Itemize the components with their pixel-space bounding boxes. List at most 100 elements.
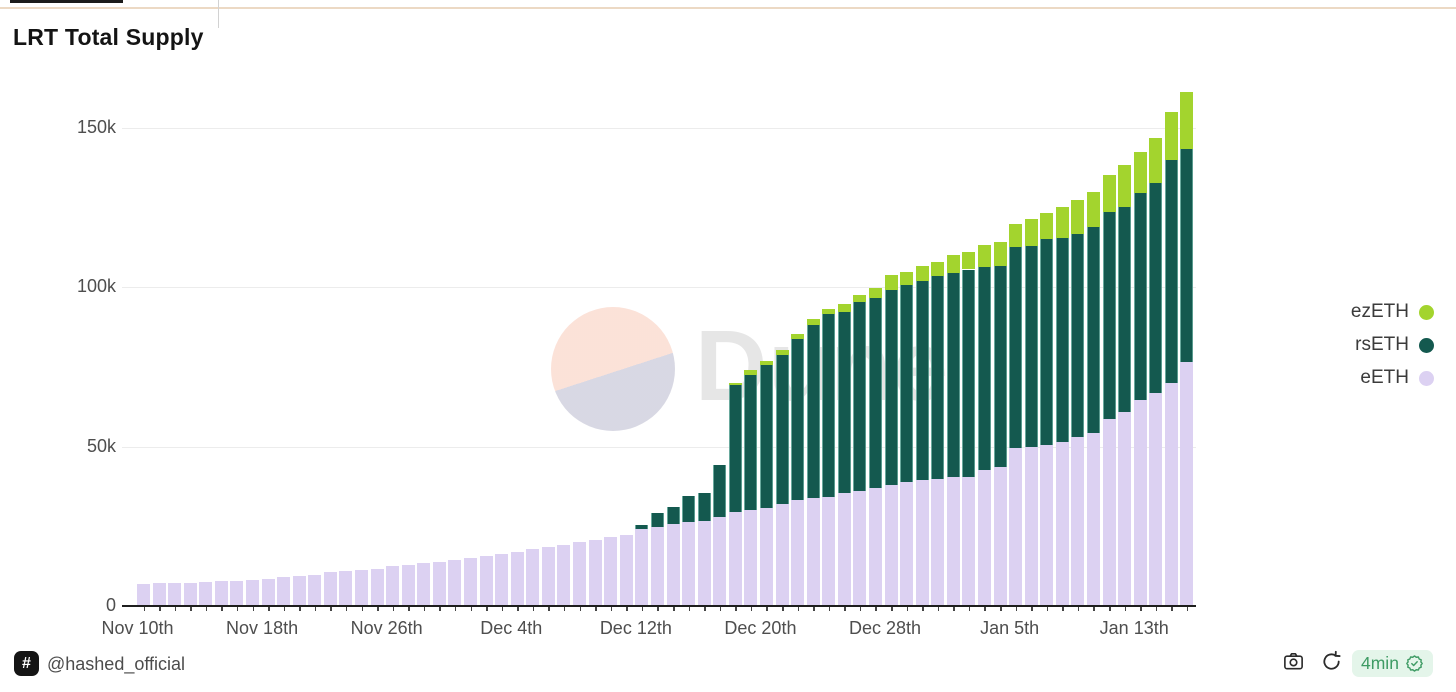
bar-Jan-4[interactable] (993, 242, 1007, 606)
bar-Dec-1[interactable] (464, 558, 478, 606)
bar-Nov-18[interactable] (261, 578, 275, 606)
bar-Dec-28[interactable] (884, 274, 898, 606)
bar-Jan-3[interactable] (977, 244, 991, 606)
bar-Dec-15[interactable] (682, 496, 696, 606)
bar-Nov-25[interactable] (370, 569, 384, 606)
bar-Dec-26[interactable] (853, 294, 867, 606)
bar-Dec-25[interactable] (837, 304, 851, 606)
bar-Dec-18[interactable] (728, 382, 742, 606)
bar-Dec-5[interactable] (526, 549, 540, 606)
bar-Jan-16[interactable] (1180, 92, 1194, 606)
bar-Jan-7[interactable] (1040, 213, 1054, 606)
screenshot-button[interactable] (1281, 652, 1305, 676)
axis-tick (1124, 607, 1127, 611)
axis-tick (221, 607, 223, 611)
bar-Nov-10[interactable] (137, 583, 150, 606)
refresh-button[interactable] (1319, 650, 1343, 676)
bar-Nov-26[interactable] (386, 566, 400, 606)
eETH-segment (946, 476, 960, 606)
bar-Dec-21[interactable] (775, 350, 789, 606)
bar-Nov-28[interactable] (417, 563, 431, 606)
bar-Nov-21[interactable] (308, 574, 322, 606)
bar-Dec-29[interactable] (900, 271, 914, 606)
eETH-segment (386, 566, 400, 606)
rsETH-segment (837, 311, 851, 493)
author-handle[interactable]: @hashed_official (47, 654, 186, 674)
bar-Dec-2[interactable] (479, 556, 493, 606)
bar-Jan-5[interactable] (1009, 223, 1023, 606)
bar-Nov-27[interactable] (401, 565, 415, 606)
bar-Jan-1[interactable] (946, 255, 960, 606)
bar-Nov-22[interactable] (323, 572, 337, 606)
bar-Dec-12[interactable] (635, 525, 649, 606)
rsETH-segment (1180, 149, 1194, 362)
bar-Jan-9[interactable] (1071, 200, 1085, 606)
bar-Dec-6[interactable] (541, 547, 555, 606)
bar-Nov-29[interactable] (432, 562, 446, 606)
bar-Dec-16[interactable] (697, 492, 711, 606)
bar-Nov-17[interactable] (246, 579, 259, 606)
bar-Jan-8[interactable] (1055, 206, 1069, 606)
bar-Jan-13[interactable] (1133, 151, 1147, 606)
bar-Nov-23[interactable] (339, 570, 353, 606)
axis-tick (1000, 607, 1002, 611)
bar-Dec-30[interactable] (915, 265, 929, 606)
bar-Dec-10[interactable] (604, 537, 618, 606)
bar-Nov-19[interactable] (277, 577, 291, 606)
eETH-segment (775, 504, 789, 606)
bar-Jan-15[interactable] (1164, 112, 1178, 606)
ezETH-segment (1086, 191, 1100, 227)
bar-Nov-20[interactable] (292, 576, 306, 606)
axis-tick (595, 607, 597, 611)
x-tick-label: Dec 28th (848, 618, 922, 638)
x-tick-label: Dec 4th (480, 618, 543, 638)
bar-Dec-3[interactable] (495, 554, 509, 606)
bar-Nov-24[interactable] (355, 569, 369, 606)
bar-Dec-13[interactable] (650, 513, 664, 606)
legend-item-eETH[interactable]: eETH (1360, 367, 1434, 389)
bar-Nov-30[interactable] (448, 559, 462, 606)
axis-tick (891, 607, 893, 611)
bar-Nov-16[interactable] (230, 580, 244, 606)
bar-Nov-13[interactable] (183, 582, 197, 606)
bar-Dec-22[interactable] (791, 334, 805, 606)
bar-Jan-12[interactable] (1118, 164, 1132, 606)
bar-Dec-27[interactable] (868, 288, 882, 606)
y-tick-label: 100k (76, 276, 116, 297)
rsETH-segment (1071, 233, 1085, 438)
legend-item-ezETH[interactable]: ezETH (1351, 301, 1434, 323)
bar-Dec-9[interactable] (588, 539, 602, 606)
bar-Dec-7[interactable] (557, 544, 571, 606)
eETH-segment (137, 583, 150, 606)
data-freshness-pill[interactable]: 4min (1352, 650, 1433, 677)
bar-Jan-14[interactable] (1149, 137, 1163, 606)
bar-Nov-12[interactable] (168, 583, 182, 606)
bar-Jan-11[interactable] (1102, 174, 1116, 606)
bar-Jan-2[interactable] (962, 251, 976, 606)
bar-Dec-11[interactable] (619, 534, 633, 606)
bar-Dec-24[interactable] (822, 309, 836, 606)
bar-Dec-17[interactable] (713, 465, 727, 606)
bar-Nov-14[interactable] (199, 582, 213, 606)
bar-Dec-14[interactable] (666, 507, 680, 606)
axis-tick (906, 607, 909, 611)
bar-Jan-6[interactable] (1024, 218, 1038, 606)
rsETH-segment (1133, 193, 1147, 400)
ezETH-segment (1149, 137, 1163, 184)
axis-tick (205, 607, 208, 611)
bar-Dec-23[interactable] (806, 319, 820, 606)
bar-Nov-15[interactable] (214, 581, 228, 606)
eETH-segment (1149, 393, 1163, 606)
bar-Nov-11[interactable] (152, 583, 166, 606)
bar-Dec-4[interactable] (510, 551, 524, 606)
gridline (122, 128, 1196, 129)
legend-item-rsETH[interactable]: rsETH (1355, 334, 1434, 356)
bar-Dec-8[interactable] (573, 542, 587, 606)
bar-Jan-10[interactable] (1086, 191, 1100, 606)
bar-Dec-19[interactable] (744, 369, 758, 606)
bar-Dec-31[interactable] (931, 261, 945, 606)
eETH-segment (650, 527, 664, 606)
bar-Dec-20[interactable] (759, 360, 773, 606)
axis-tick (159, 607, 161, 611)
